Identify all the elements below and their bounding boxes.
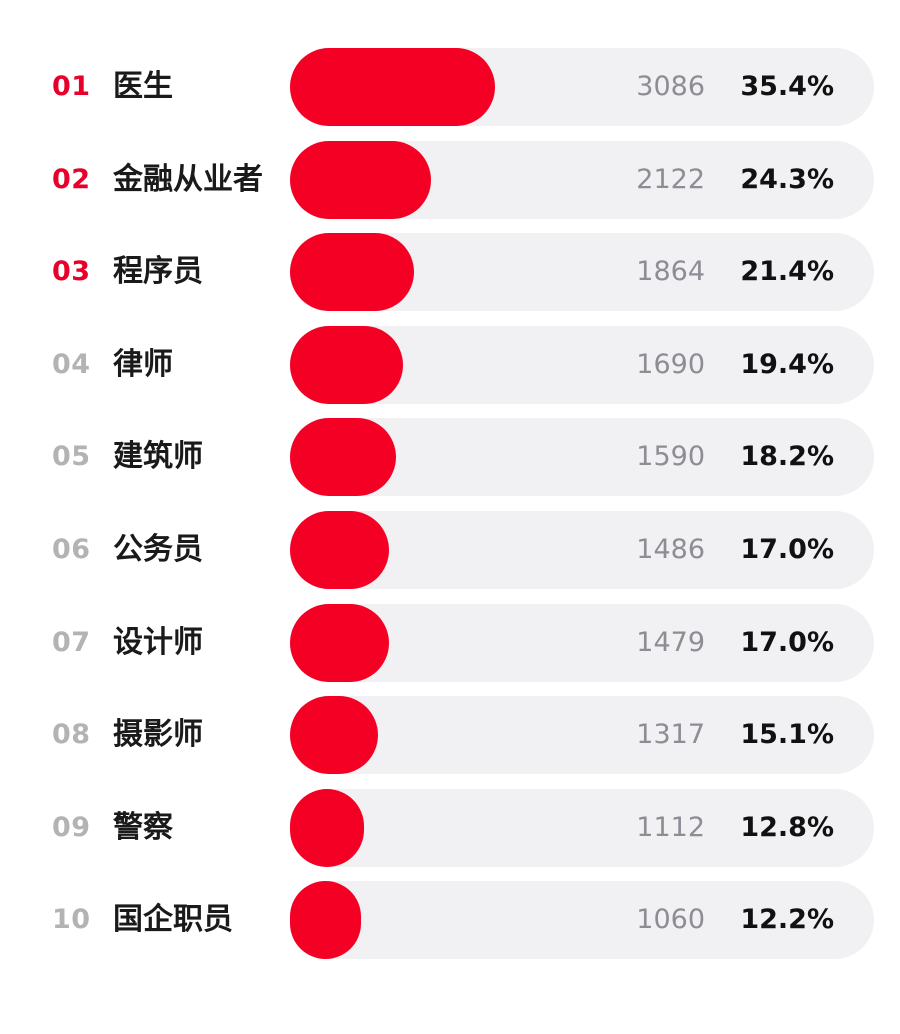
bar-track: [290, 788, 874, 867]
category-label: 程序员: [113, 254, 203, 290]
bar-track: [290, 48, 874, 126]
rank-number: 10: [52, 904, 91, 936]
bar-track: [290, 603, 874, 682]
ranking-row: 02 金融从业者 2122 24.3%: [0, 140, 900, 219]
percent-label: 35.4%: [740, 71, 834, 102]
bar-track: [290, 233, 874, 312]
category-label: 国企职员: [113, 902, 233, 938]
value-label: 1479: [636, 626, 705, 658]
value-label: 1486: [636, 534, 705, 565]
rank-number: 06: [52, 534, 91, 565]
ranking-row: 07 设计师 1479 17.0%: [0, 603, 900, 682]
rank-number: 01: [52, 71, 91, 102]
percent-label: 15.1%: [740, 719, 834, 751]
bar: [290, 881, 361, 960]
category-label: 医生: [113, 69, 173, 104]
bar-track: [290, 511, 874, 589]
bar: [290, 511, 390, 589]
category-label: 警察: [113, 809, 173, 845]
percent-label: 12.2%: [740, 904, 834, 936]
value-label: 3086: [636, 71, 705, 102]
bar: [290, 603, 389, 682]
category-label: 摄影师: [113, 717, 203, 753]
ranking-row: 04 律师 1690 19.4%: [0, 325, 900, 404]
category-label: 设计师: [113, 624, 203, 660]
bar-track: [290, 140, 874, 219]
value-label: 1690: [636, 348, 705, 380]
category-label: 金融从业者: [113, 161, 263, 197]
rank-number: 08: [52, 719, 91, 751]
bar-track: [290, 418, 874, 497]
bar: [290, 788, 365, 867]
rank-number: 03: [52, 256, 91, 288]
percent-label: 12.8%: [740, 811, 834, 843]
ranking-row: 08 摄影师 1317 15.1%: [0, 696, 900, 775]
ranking-row: 09 警察 1112 12.8%: [0, 788, 900, 867]
rank-number: 07: [52, 626, 91, 658]
value-label: 1590: [636, 441, 705, 473]
category-label: 公务员: [113, 532, 203, 567]
ranking-row: 03 程序员 1864 21.4%: [0, 233, 900, 312]
bar: [290, 48, 496, 126]
percent-label: 17.0%: [740, 626, 834, 658]
value-label: 1112: [636, 811, 705, 843]
rank-number: 09: [52, 811, 91, 843]
value-label: 1060: [636, 904, 705, 936]
ranking-row: 01 医生 3086 35.4%: [0, 48, 900, 126]
value-label: 1864: [636, 256, 705, 288]
ranking-row: 05 建筑师 1590 18.2%: [0, 418, 900, 497]
bar-track: [290, 696, 874, 775]
percent-label: 24.3%: [740, 163, 834, 195]
percent-label: 21.4%: [740, 256, 834, 288]
bar-track: [290, 325, 874, 404]
ranking-row: 06 公务员 1486 17.0%: [0, 511, 900, 589]
rank-number: 05: [52, 441, 91, 473]
value-label: 2122: [636, 163, 705, 195]
bar: [290, 696, 378, 775]
category-label: 建筑师: [113, 439, 203, 475]
bar-track: [290, 881, 874, 960]
rank-number: 02: [52, 163, 91, 195]
category-label: 律师: [113, 346, 173, 382]
bar: [290, 233, 415, 312]
rank-number: 04: [52, 348, 91, 380]
bar: [290, 325, 403, 404]
percent-label: 18.2%: [740, 441, 834, 473]
ranking-row: 10 国企职员 1060 12.2%: [0, 881, 900, 960]
bar: [290, 140, 432, 219]
percent-label: 19.4%: [740, 348, 834, 380]
value-label: 1317: [636, 719, 705, 751]
percent-label: 17.0%: [740, 534, 834, 565]
bar: [290, 418, 396, 497]
